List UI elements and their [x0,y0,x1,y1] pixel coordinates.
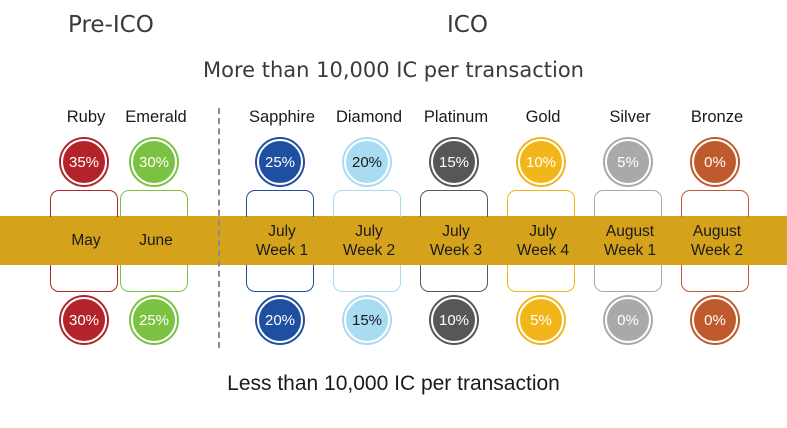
connector-bottom [681,265,749,292]
top-caption: More than 10,000 IC per transaction [202,58,584,82]
period-label: July Week 3 [429,222,483,259]
period-label: August Week 2 [690,222,744,259]
rate-circle-top: 25% [257,139,303,185]
connector-bottom [120,265,188,292]
connector-bottom [50,265,118,292]
period-label: July Week 1 [255,222,309,259]
rate-circle-bottom: 10% [431,297,477,343]
connector-bottom [507,265,575,292]
tier-column-6: Silver 5% 0% August Week 1 [586,0,674,428]
connector-bottom [333,265,401,292]
tier-name: Gold [525,108,561,126]
rate-circle-bottom: 20% [257,297,303,343]
tier-column-3: Diamond 20% 15% July Week 2 [325,0,413,428]
tier-column-5: Gold 10% 5% July Week 4 [499,0,587,428]
connector-top [594,190,662,217]
tier-name: Sapphire [248,108,316,126]
rate-circle-top: 10% [518,139,564,185]
rate-circle-top: 5% [605,139,651,185]
rate-circle-bottom: 5% [518,297,564,343]
rate-circle-bottom: 30% [61,297,107,343]
period-label: May [71,232,101,249]
tier-name: Silver [609,108,651,126]
connector-top [681,190,749,217]
connector-top [50,190,118,217]
tier-name: Emerald [125,108,187,126]
period-label: June [139,232,173,249]
ico-heading: ICO [447,12,488,38]
connector-top [507,190,575,217]
rate-circle-top: 15% [431,139,477,185]
pre-ico-heading: Pre-ICO [68,12,154,38]
rate-circle-bottom: 0% [692,297,738,343]
tier-column-2: Sapphire 25% 20% July Week 1 [238,0,326,428]
connector-top [246,190,314,217]
rate-circle-top: 0% [692,139,738,185]
connector-bottom [246,265,314,292]
tier-name: Platinum [423,108,489,126]
tier-name: Diamond [335,108,403,126]
rate-circle-bottom: 0% [605,297,651,343]
tier-column-7: Bronze 0% 0% August Week 2 [673,0,761,428]
phase-divider [218,108,220,348]
connector-top [333,190,401,217]
rate-circle-bottom: 15% [344,297,390,343]
rate-circle-top: 20% [344,139,390,185]
period-label: July Week 2 [342,222,396,259]
rate-circle-top: 30% [131,139,177,185]
rate-circle-bottom: 25% [131,297,177,343]
connector-bottom [594,265,662,292]
connector-top [420,190,488,217]
rate-circle-top: 35% [61,139,107,185]
timeline-band [0,216,787,265]
tier-name: Ruby [66,108,106,126]
tier-column-0: Ruby 35% 30% May [42,0,130,428]
connector-top [120,190,188,217]
bottom-caption: Less than 10,000 IC per transaction [227,372,560,395]
period-label: July Week 4 [516,222,570,259]
tier-name: Bronze [690,108,744,126]
period-label: August Week 1 [603,222,657,259]
tier-column-4: Platinum 15% 10% July Week 3 [412,0,500,428]
tier-column-1: Emerald 30% 25% June [112,0,200,428]
connector-bottom [420,265,488,292]
